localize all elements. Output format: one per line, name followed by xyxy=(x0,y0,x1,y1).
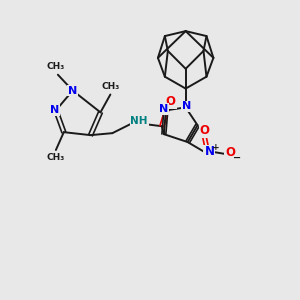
Text: N: N xyxy=(182,101,191,111)
Text: +: + xyxy=(212,142,219,152)
Text: O: O xyxy=(166,95,176,108)
Text: O: O xyxy=(200,124,209,137)
Text: O: O xyxy=(225,146,235,160)
Text: CH₃: CH₃ xyxy=(47,62,65,71)
Text: CH₃: CH₃ xyxy=(47,153,65,162)
Text: NH: NH xyxy=(130,116,148,126)
Text: N: N xyxy=(204,146,214,158)
Text: N: N xyxy=(159,104,169,114)
Text: −: − xyxy=(233,153,241,163)
Text: N: N xyxy=(68,85,77,96)
Text: N: N xyxy=(50,105,59,116)
Text: CH₃: CH₃ xyxy=(101,82,119,91)
